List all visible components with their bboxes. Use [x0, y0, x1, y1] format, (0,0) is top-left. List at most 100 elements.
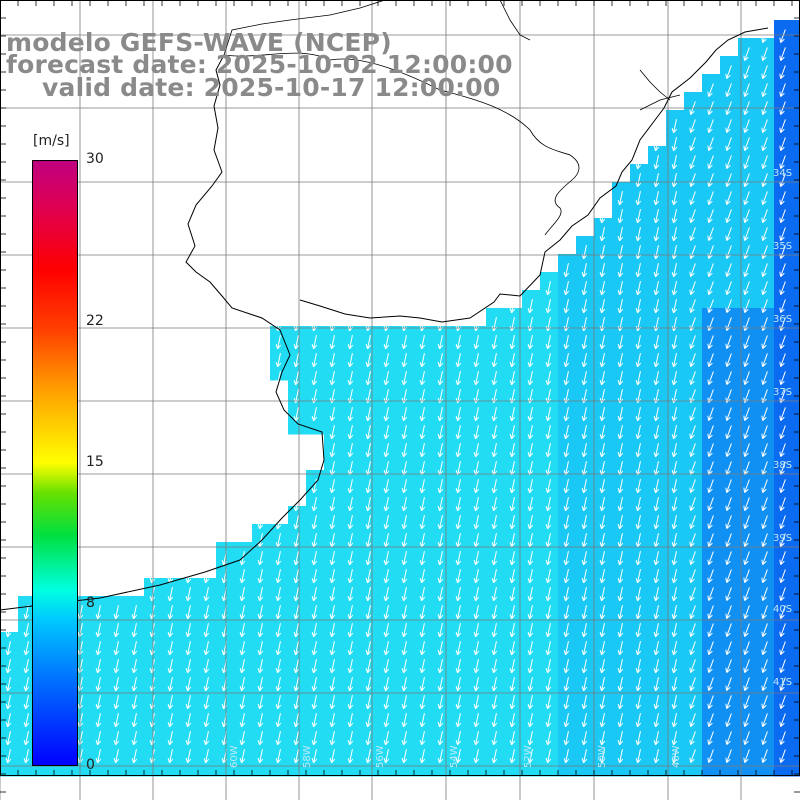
ocean-cell [774, 506, 793, 525]
wind-arrow [419, 515, 426, 530]
ocean-cell [774, 38, 793, 57]
ocean-cell [324, 434, 343, 453]
ocean-cell [666, 344, 685, 363]
ocean-cell [612, 380, 631, 399]
ocean-cell [792, 668, 800, 687]
wind-arrow [761, 731, 768, 745]
ocean-cell [594, 668, 613, 687]
longitude-label: 54W [449, 745, 460, 768]
ocean-cell [702, 254, 721, 273]
wind-arrow [545, 479, 552, 494]
wind-arrow [635, 209, 642, 224]
wind-arrow [725, 281, 732, 295]
wind-arrow [455, 749, 462, 764]
ocean-cell [540, 722, 559, 741]
ocean-cell [414, 614, 433, 633]
ocean-cell [738, 434, 757, 453]
wind-arrow [689, 173, 696, 187]
wind-arrow [581, 479, 588, 494]
ocean-cell [648, 668, 667, 687]
wind-arrow [653, 263, 660, 278]
ocean-cell [0, 668, 19, 687]
ocean-cell [756, 380, 775, 399]
ocean-cell [162, 704, 181, 723]
wind-arrow [761, 659, 768, 673]
wind-arrow [779, 479, 786, 493]
wind-arrow [689, 263, 696, 277]
ocean-cell [558, 398, 577, 417]
ocean-cell [468, 470, 487, 489]
ocean-cell [414, 596, 433, 615]
ocean-cell [198, 686, 217, 705]
wind-arrow [509, 497, 516, 512]
wind-arrow [257, 695, 264, 710]
ocean-cell [630, 452, 649, 471]
wind-arrow [743, 191, 750, 205]
wind-arrow [311, 659, 318, 674]
ocean-cell [774, 740, 793, 759]
ocean-cell [108, 740, 127, 759]
wind-arrow [527, 371, 534, 386]
wind-arrow [725, 695, 732, 709]
wind-arrow [293, 713, 300, 728]
wind-arrow [203, 677, 210, 692]
wind-arrow [545, 407, 552, 422]
wind-arrow [581, 749, 588, 764]
wind-arrow [473, 497, 480, 512]
ocean-cell [504, 344, 523, 363]
ocean-cell [774, 380, 793, 399]
wind-arrow [437, 731, 444, 746]
ocean-cell [756, 686, 775, 705]
wind-arrow [599, 353, 606, 368]
ocean-cell [630, 254, 649, 273]
ocean-cell [738, 362, 757, 381]
wind-arrow [113, 749, 120, 764]
wind-arrow [707, 749, 714, 763]
wind-arrow [509, 335, 516, 350]
ocean-cell [504, 722, 523, 741]
ocean-cell [702, 74, 721, 93]
ocean-cell [450, 596, 469, 615]
ocean-cell [108, 758, 127, 777]
ocean-cell [288, 362, 307, 381]
ocean-cell [666, 128, 685, 147]
ocean-cell [450, 614, 469, 633]
ocean-cell [720, 254, 739, 273]
wind-arrow [167, 587, 174, 602]
ocean-cell [612, 758, 631, 777]
wind-arrow [365, 749, 372, 764]
wind-arrow [95, 623, 102, 638]
wind-arrow [491, 371, 498, 386]
ocean-cell [522, 578, 541, 597]
ocean-cell [702, 110, 721, 129]
wind-arrow [635, 479, 642, 494]
wind-arrow [257, 551, 264, 566]
ocean-cell [684, 434, 703, 453]
ocean-cell [378, 362, 397, 381]
wind-arrow [473, 677, 480, 692]
ocean-cell [414, 434, 433, 453]
wind-arrow [473, 335, 480, 350]
ocean-cell [252, 596, 271, 615]
wind-arrow [527, 659, 534, 674]
ocean-cell [738, 308, 757, 327]
wind-arrow [563, 749, 570, 764]
ocean-cell [720, 92, 739, 111]
wind-arrow [581, 695, 588, 710]
wind-arrow [257, 623, 264, 638]
wind-arrow [689, 119, 696, 133]
ocean-cell [504, 758, 523, 777]
ocean-cell [774, 146, 793, 165]
ocean-cell [648, 452, 667, 471]
ocean-cell [324, 380, 343, 399]
wind-arrow [383, 731, 390, 746]
ocean-cell [378, 488, 397, 507]
wind-arrow [203, 713, 210, 728]
wind-arrow [311, 407, 318, 422]
wind-arrow [707, 155, 714, 169]
ocean-cell [504, 380, 523, 399]
ocean-cell [252, 740, 271, 759]
ocean-cell [774, 254, 793, 273]
wind-arrow [545, 659, 552, 674]
ocean-cell [288, 560, 307, 579]
